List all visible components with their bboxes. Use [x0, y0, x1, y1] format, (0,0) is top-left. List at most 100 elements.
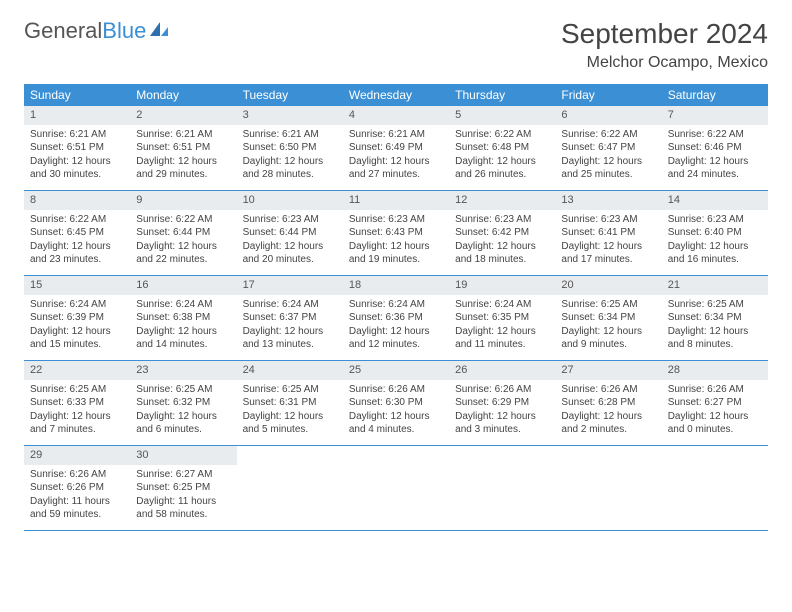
- day-details: Sunrise: 6:23 AMSunset: 6:41 PMDaylight:…: [555, 210, 661, 273]
- sunrise-text: Sunrise: 6:23 AM: [561, 213, 655, 227]
- calendar-cell: 4Sunrise: 6:21 AMSunset: 6:49 PMDaylight…: [343, 106, 449, 190]
- sunset-text: Sunset: 6:26 PM: [30, 481, 124, 495]
- sunset-text: Sunset: 6:41 PM: [561, 226, 655, 240]
- day-details: Sunrise: 6:24 AMSunset: 6:38 PMDaylight:…: [130, 295, 236, 358]
- day-number: 22: [24, 361, 130, 380]
- day-number: 14: [662, 191, 768, 210]
- day-number: 20: [555, 276, 661, 295]
- daylight-text: Daylight: 12 hours and 17 minutes.: [561, 240, 655, 267]
- day-details: Sunrise: 6:25 AMSunset: 6:34 PMDaylight:…: [662, 295, 768, 358]
- calendar-grid: 1Sunrise: 6:21 AMSunset: 6:51 PMDaylight…: [24, 106, 768, 531]
- day-details: Sunrise: 6:27 AMSunset: 6:25 PMDaylight:…: [130, 465, 236, 528]
- calendar-cell: 13Sunrise: 6:23 AMSunset: 6:41 PMDayligh…: [555, 191, 661, 275]
- logo-text-2: Blue: [102, 18, 146, 44]
- day-number: 6: [555, 106, 661, 125]
- day-details: Sunrise: 6:24 AMSunset: 6:35 PMDaylight:…: [449, 295, 555, 358]
- calendar-week: 15 Sunrise: 6:24 AM Sunset: 6:39 PM Dayligh…: [24, 276, 768, 361]
- day-details: Sunrise: 6:21 AMSunset: 6:50 PMDaylight:…: [237, 125, 343, 188]
- daylight-text: Daylight: 12 hours and 3 minutes.: [455, 410, 549, 437]
- calendar-cell: 26Sunrise: 6:26 AMSunset: 6:29 PMDayligh…: [449, 361, 555, 445]
- sunset-text: Sunset: 6:47 PM: [561, 141, 655, 155]
- day-number: 21: [662, 276, 768, 295]
- sunset-text: Sunset: 6:39 PM: [30, 311, 124, 325]
- daylight-text: Daylight: 12 hours and 12 minutes.: [349, 325, 443, 352]
- sunrise-text: Sunrise: 6:27 AM: [136, 468, 230, 482]
- day-number: 25: [343, 361, 449, 380]
- calendar-cell: 17Sunrise: 6:24 AMSunset: 6:37 PMDayligh…: [237, 276, 343, 360]
- daylight-text: Daylight: 12 hours and 29 minutes.: [136, 155, 230, 182]
- calendar-cell: 7Sunrise: 6:22 AMSunset: 6:46 PMDaylight…: [662, 106, 768, 190]
- daylight-text: Daylight: 12 hours and 30 minutes.: [30, 155, 124, 182]
- sunrise-text: Sunrise: 6:23 AM: [349, 213, 443, 227]
- sunrise-text: Sunrise: 6:25 AM: [136, 383, 230, 397]
- day-details: Sunrise: 6:21 AMSunset: 6:51 PMDaylight:…: [130, 125, 236, 188]
- day-number: 5: [449, 106, 555, 125]
- day-number: 1: [24, 106, 130, 125]
- sunrise-text: Sunrise: 6:22 AM: [561, 128, 655, 142]
- sunrise-text: Sunrise: 6:21 AM: [30, 128, 124, 142]
- day-number: 8: [24, 191, 130, 210]
- sunrise-text: Sunrise: 6:26 AM: [561, 383, 655, 397]
- day-details: Sunrise: 6:23 AMSunset: 6:40 PMDaylight:…: [662, 210, 768, 273]
- logo-text-1: General: [24, 18, 102, 44]
- sunrise-text: Sunrise: 6:21 AM: [243, 128, 337, 142]
- day-number: 19: [449, 276, 555, 295]
- sunset-text: Sunset: 6:30 PM: [349, 396, 443, 410]
- sunset-text: Sunset: 6:44 PM: [136, 226, 230, 240]
- sunset-text: Sunset: 6:34 PM: [668, 311, 762, 325]
- sunrise-text: Sunrise: 6:25 AM: [668, 298, 762, 312]
- sunset-text: Sunset: 6:33 PM: [30, 396, 124, 410]
- daylight-text: Daylight: 12 hours and 23 minutes.: [30, 240, 124, 267]
- location: Melchor Ocampo, Mexico: [561, 54, 768, 72]
- calendar-cell: 18Sunrise: 6:24 AMSunset: 6:36 PMDayligh…: [343, 276, 449, 360]
- month-title: September 2024: [561, 18, 768, 50]
- day-number: 12: [449, 191, 555, 210]
- day-details: Sunrise: 6:22 AMSunset: 6:46 PMDaylight:…: [662, 125, 768, 188]
- sunrise-text: Sunrise: 6:22 AM: [455, 128, 549, 142]
- calendar-cell: 23Sunrise: 6:25 AMSunset: 6:32 PMDayligh…: [130, 361, 236, 445]
- day-details: Sunrise: 6:25 AMSunset: 6:31 PMDaylight:…: [237, 380, 343, 443]
- calendar-cell: 16Sunrise: 6:24 AMSunset: 6:38 PMDayligh…: [130, 276, 236, 360]
- calendar-cell: [449, 446, 555, 530]
- day-details: Sunrise: 6:26 AMSunset: 6:29 PMDaylight:…: [449, 380, 555, 443]
- sunset-text: Sunset: 6:51 PM: [30, 141, 124, 155]
- sunset-text: Sunset: 6:28 PM: [561, 396, 655, 410]
- header: GeneralBlue September 2024 Melchor Ocamp…: [24, 18, 768, 72]
- day-number: 23: [130, 361, 236, 380]
- daylight-text: Daylight: 12 hours and 25 minutes.: [561, 155, 655, 182]
- calendar-cell: [237, 446, 343, 530]
- sunrise-text: Sunrise: 6:24 AM: [136, 298, 230, 312]
- daylight-text: Daylight: 12 hours and 7 minutes.: [30, 410, 124, 437]
- sunset-text: Sunset: 6:42 PM: [455, 226, 549, 240]
- calendar-cell: [343, 446, 449, 530]
- sunset-text: Sunset: 6:40 PM: [668, 226, 762, 240]
- sunrise-text: Sunrise: 6:23 AM: [668, 213, 762, 227]
- sunset-text: Sunset: 6:37 PM: [243, 311, 337, 325]
- dayname: Friday: [555, 84, 661, 106]
- day-details: Sunrise: 6:24 AMSunset: 6:36 PMDaylight:…: [343, 295, 449, 358]
- calendar-cell: 27Sunrise: 6:26 AMSunset: 6:28 PMDayligh…: [555, 361, 661, 445]
- daylight-text: Daylight: 12 hours and 20 minutes.: [243, 240, 337, 267]
- daylight-text: Daylight: 12 hours and 4 minutes.: [349, 410, 443, 437]
- daylight-text: Daylight: 12 hours and 2 minutes.: [561, 410, 655, 437]
- sunrise-text: Sunrise: 6:22 AM: [136, 213, 230, 227]
- title-block: September 2024 Melchor Ocampo, Mexico: [561, 18, 768, 72]
- calendar-cell: 22Sunrise: 6:25 AMSunset: 6:33 PMDayligh…: [24, 361, 130, 445]
- sunset-text: Sunset: 6:44 PM: [243, 226, 337, 240]
- calendar-cell: 10Sunrise: 6:23 AMSunset: 6:44 PMDayligh…: [237, 191, 343, 275]
- calendar-cell: 21Sunrise: 6:25 AMSunset: 6:34 PMDayligh…: [662, 276, 768, 360]
- logo-sail-icon: [148, 18, 170, 44]
- dayname-row: Sunday Monday Tuesday Wednesday Thursday…: [24, 84, 768, 106]
- calendar-cell: 9Sunrise: 6:22 AMSunset: 6:44 PMDaylight…: [130, 191, 236, 275]
- calendar-week: 22Sunrise: 6:25 AMSunset: 6:33 PMDayligh…: [24, 361, 768, 446]
- day-number: 17: [237, 276, 343, 295]
- daylight-text: Daylight: 12 hours and 24 minutes.: [668, 155, 762, 182]
- dayname: Thursday: [449, 84, 555, 106]
- day-number: 3: [237, 106, 343, 125]
- sunset-text: Sunset: 6:48 PM: [455, 141, 549, 155]
- day-number: 24: [237, 361, 343, 380]
- daylight-text: Daylight: 11 hours and 59 minutes.: [30, 495, 124, 522]
- day-number: 15: [24, 276, 130, 295]
- day-details: Sunrise: 6:23 AMSunset: 6:43 PMDaylight:…: [343, 210, 449, 273]
- day-number: 9: [130, 191, 236, 210]
